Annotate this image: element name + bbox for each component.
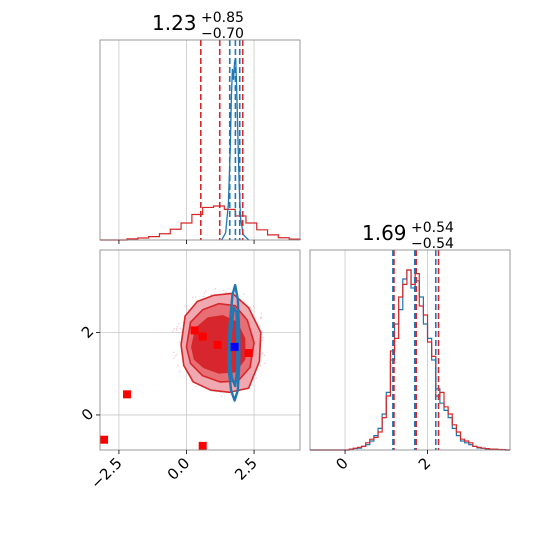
right-frame bbox=[309, 249, 511, 451]
x-tick-label-param2: 0 bbox=[332, 454, 351, 473]
joint-background-point bbox=[176, 325, 179, 328]
joint-background-point bbox=[259, 317, 262, 320]
x-tick-label-param1: 2.5 bbox=[231, 454, 261, 484]
joint-frame bbox=[99, 249, 301, 451]
joint-background-point bbox=[178, 341, 181, 343]
joint-background-point bbox=[187, 308, 189, 311]
joint-background-point bbox=[242, 293, 245, 296]
joint-panel bbox=[96, 249, 301, 454]
joint-background-point bbox=[179, 327, 182, 330]
title-param2-value: 1.69 bbox=[362, 221, 407, 245]
joint-background-point bbox=[175, 327, 178, 330]
top-frame bbox=[99, 39, 301, 241]
joint-background-point bbox=[261, 352, 264, 355]
joint-background-point bbox=[203, 292, 206, 294]
joint-background-point bbox=[191, 296, 194, 299]
y-tick-label-param2: 2 bbox=[78, 322, 97, 341]
joint-background-point bbox=[178, 370, 181, 373]
joint-background-point bbox=[260, 312, 263, 315]
joint-background-point bbox=[205, 290, 207, 292]
title-param1-value: 1.23 bbox=[152, 11, 197, 35]
top-red-histogram bbox=[100, 205, 301, 241]
joint-background-point bbox=[225, 291, 227, 294]
joint-background-point bbox=[177, 364, 180, 367]
x-tick-label-param1: −2.5 bbox=[87, 454, 125, 492]
joint-red-marker bbox=[213, 340, 222, 349]
joint-red-marker bbox=[244, 349, 253, 358]
joint-background-point bbox=[176, 353, 178, 356]
joint-background-point bbox=[178, 322, 180, 325]
joint-background-point bbox=[253, 305, 255, 308]
joint-background-point bbox=[220, 395, 223, 398]
title-param2-minus: −0.54 bbox=[411, 236, 454, 252]
joint-blue-contour bbox=[227, 283, 241, 402]
joint-background-point bbox=[262, 336, 264, 339]
joint-background-point bbox=[173, 327, 175, 330]
joint-background-point bbox=[214, 287, 217, 290]
joint-background-point bbox=[172, 357, 175, 360]
joint-red-marker bbox=[100, 435, 109, 444]
joint-red-marker bbox=[123, 390, 132, 399]
y-tick-label-param2: 0 bbox=[78, 405, 97, 424]
joint-red-marker bbox=[190, 326, 199, 335]
title-param1-minus: −0.70 bbox=[201, 26, 244, 42]
title-param2-plus: +0.54 bbox=[411, 220, 454, 236]
joint-background-point bbox=[185, 304, 188, 307]
joint-background-point bbox=[184, 305, 187, 308]
joint-background-point bbox=[172, 330, 174, 333]
joint-background-point bbox=[174, 355, 177, 357]
x-tick-label-param2: 2 bbox=[415, 454, 434, 473]
joint-background-point bbox=[222, 289, 225, 292]
joint-background-point bbox=[261, 339, 264, 342]
joint-background-point bbox=[195, 385, 197, 388]
right-red-histogram bbox=[310, 269, 510, 451]
joint-blue-marker bbox=[230, 342, 239, 351]
joint-background-point bbox=[255, 377, 257, 379]
x-tick-label-param1: 0.0 bbox=[164, 454, 194, 484]
marginal-param2-panel bbox=[309, 249, 511, 454]
joint-background-point bbox=[260, 316, 263, 318]
title-param1-plus: +0.85 bbox=[201, 10, 244, 26]
right-blue-histogram bbox=[310, 269, 510, 451]
joint-background-point bbox=[202, 295, 205, 298]
title-param2: 1.69 +0.54 −0.54 bbox=[362, 220, 454, 252]
joint-red-marker bbox=[198, 441, 207, 450]
joint-background-point bbox=[190, 380, 192, 382]
joint-background-point bbox=[210, 293, 212, 296]
joint-background-point bbox=[263, 354, 266, 357]
joint-background-point bbox=[259, 364, 262, 367]
joint-background-point bbox=[263, 362, 266, 365]
joint-background-point bbox=[258, 324, 260, 326]
title-param1: 1.23 +0.85 −0.70 bbox=[152, 10, 244, 42]
joint-background-point bbox=[194, 296, 197, 298]
joint-background-point bbox=[175, 329, 178, 331]
marginal-param1-panel bbox=[99, 39, 301, 244]
joint-red-marker bbox=[198, 332, 207, 341]
joint-background-point bbox=[250, 306, 252, 309]
joint-background-point bbox=[172, 351, 175, 354]
joint-blue-contour bbox=[228, 306, 239, 388]
